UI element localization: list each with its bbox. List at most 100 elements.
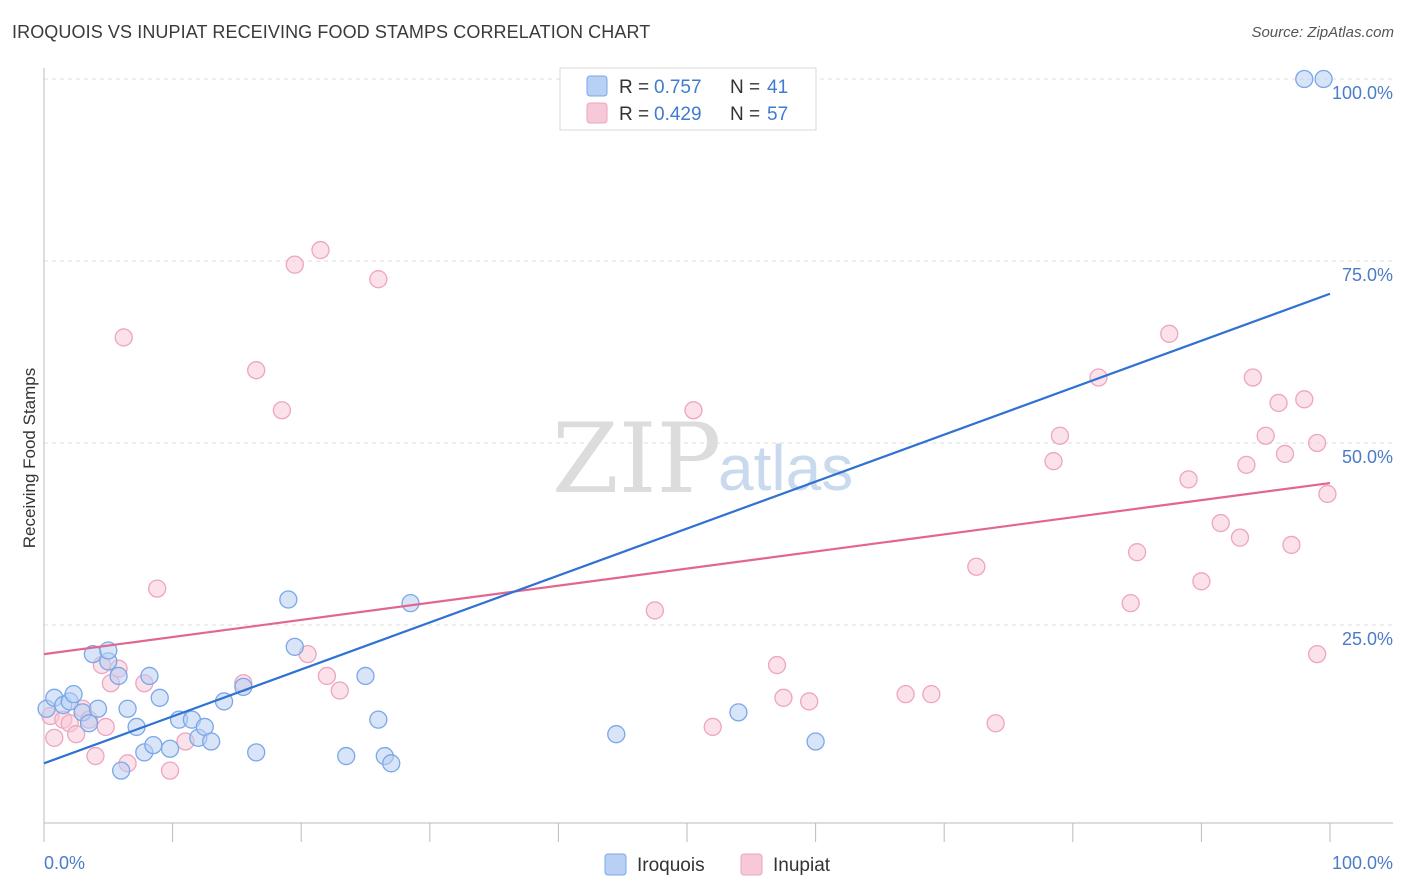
inupiat-point-37 xyxy=(1044,452,1063,471)
bottom-legend-swatch-iroquois xyxy=(604,853,627,876)
inupiat-point-29 xyxy=(703,717,722,737)
x-tick-label-100: 100.0% xyxy=(1332,853,1393,873)
inupiat-point-34 xyxy=(922,685,941,704)
source-label: Source: ZipAtlas.com xyxy=(1251,24,1394,41)
inupiat-point-54 xyxy=(1307,644,1327,664)
legend-n-value-1: 41 xyxy=(767,77,788,98)
bottom-legend-label-iroquois: Iroquois xyxy=(637,855,705,876)
inupiat-point-55 xyxy=(1307,433,1327,453)
iroquois-point-13 xyxy=(118,699,137,718)
y-axis-title: Receiving Food Stamps xyxy=(20,368,39,548)
trend-lines xyxy=(43,292,1331,765)
iroquois-point-18 xyxy=(150,688,169,707)
legend-swatch-iroquois xyxy=(586,75,608,97)
inupiat-point-51 xyxy=(1275,444,1295,464)
inupiat-point-15 xyxy=(148,579,167,598)
iroquois-point-38 xyxy=(806,732,825,751)
inupiat-point-4 xyxy=(67,725,86,744)
inupiat-point-40 xyxy=(1121,594,1140,613)
inupiat-point-31 xyxy=(774,688,793,707)
inupiat-point-56 xyxy=(1318,484,1337,504)
inupiat-point-44 xyxy=(1192,572,1211,591)
inupiat-point-9 xyxy=(96,717,115,737)
inupiat-point-30 xyxy=(767,655,787,675)
iroquois-point-37 xyxy=(729,703,748,722)
y-tick-label-100: 100.0% xyxy=(1332,83,1393,103)
data-points xyxy=(37,69,1337,780)
legend-r-label-2: R = xyxy=(619,104,649,125)
inupiat-point-49 xyxy=(1256,426,1275,445)
inupiat-point-12 xyxy=(114,328,133,347)
iroquois-point-31 xyxy=(356,666,375,686)
y-tick-labels: 25.0% 50.0% 75.0% 100.0% xyxy=(1332,83,1393,649)
iroquois-point-19 xyxy=(160,739,180,758)
bottom-legend-swatch-inupiat xyxy=(740,853,763,876)
iroquois-point-34 xyxy=(382,754,401,773)
inupiat-point-24 xyxy=(317,666,337,686)
iroquois-point-8 xyxy=(88,699,108,718)
legend-n-value-2: 57 xyxy=(767,104,788,125)
iroquois-trend-line xyxy=(43,292,1331,765)
iroquois-point-16 xyxy=(140,666,159,686)
inupiat-point-53 xyxy=(1295,390,1314,409)
iroquois-point-11 xyxy=(109,666,128,686)
watermark-zip: ZIP xyxy=(552,403,721,515)
y-tick-label-50: 50.0% xyxy=(1342,447,1393,467)
inupiat-point-48 xyxy=(1243,368,1262,387)
gridlines xyxy=(44,78,1393,626)
inupiat-point-35 xyxy=(967,557,986,576)
inupiat-point-1 xyxy=(45,728,64,747)
iroquois-point-40 xyxy=(1314,69,1333,89)
inupiat-point-23 xyxy=(311,240,330,260)
x-tick-label-0: 0.0% xyxy=(44,853,85,873)
legend-n-label-1: N = xyxy=(730,77,760,98)
inupiat-point-42 xyxy=(1160,324,1179,343)
inupiat-point-26 xyxy=(369,270,388,289)
inupiat-point-41 xyxy=(1127,543,1147,562)
series-legend: Iroquois Inupiat xyxy=(604,853,831,876)
inupiat-point-21 xyxy=(285,255,304,274)
legend-r-value-1: 0.757 xyxy=(654,77,702,98)
inupiat-point-20 xyxy=(272,401,292,420)
inupiat-point-7 xyxy=(86,746,105,766)
legend-r-label-1: R = xyxy=(619,77,649,98)
y-tick-label-25: 25.0% xyxy=(1342,629,1393,649)
inupiat-point-27 xyxy=(645,601,664,620)
inupiat-point-32 xyxy=(800,692,819,711)
iroquois-point-27 xyxy=(247,743,266,762)
inupiat-point-16 xyxy=(160,761,180,780)
iroquois-point-12 xyxy=(112,761,131,780)
iroquois-point-36 xyxy=(607,725,626,744)
legend-swatch-inupiat xyxy=(586,102,608,124)
inupiat-point-43 xyxy=(1179,470,1198,489)
inupiat-point-19 xyxy=(247,361,266,380)
iroquois-point-28 xyxy=(279,590,298,609)
bottom-legend-label-inupiat: Inupiat xyxy=(773,855,831,876)
iroquois-point-32 xyxy=(369,710,388,729)
inupiat-point-47 xyxy=(1237,455,1256,474)
iroquois-point-17 xyxy=(144,735,163,755)
chart-title: IROQUOIS VS INUPIAT RECEIVING FOOD STAMP… xyxy=(12,22,651,42)
iroquois-point-6 xyxy=(79,714,99,733)
iroquois-point-39 xyxy=(1295,69,1314,89)
y-tick-label-75: 75.0% xyxy=(1342,265,1393,285)
legend-n-label-2: N = xyxy=(730,104,760,125)
inupiat-point-33 xyxy=(896,685,915,704)
x-axis-ticks xyxy=(43,823,1331,842)
iroquois-point-4 xyxy=(64,685,83,704)
iroquois-point-29 xyxy=(285,637,304,656)
inupiat-point-46 xyxy=(1230,528,1250,547)
inupiat-point-25 xyxy=(330,681,349,700)
iroquois-point-35 xyxy=(401,594,420,613)
inupiat-trend-line xyxy=(43,481,1331,656)
inupiat-point-45 xyxy=(1211,513,1230,533)
inupiat-point-28 xyxy=(684,401,703,420)
inupiat-point-38 xyxy=(1050,426,1070,445)
inupiat-point-36 xyxy=(986,714,1005,733)
legend-r-value-2: 0.429 xyxy=(654,104,702,125)
correlation-legend: R = 0.757 N = 41 R = 0.429 N = 57 xyxy=(559,67,817,131)
iroquois-point-30 xyxy=(337,746,356,766)
inupiat-point-50 xyxy=(1269,393,1288,413)
inupiat-point-52 xyxy=(1282,535,1301,555)
